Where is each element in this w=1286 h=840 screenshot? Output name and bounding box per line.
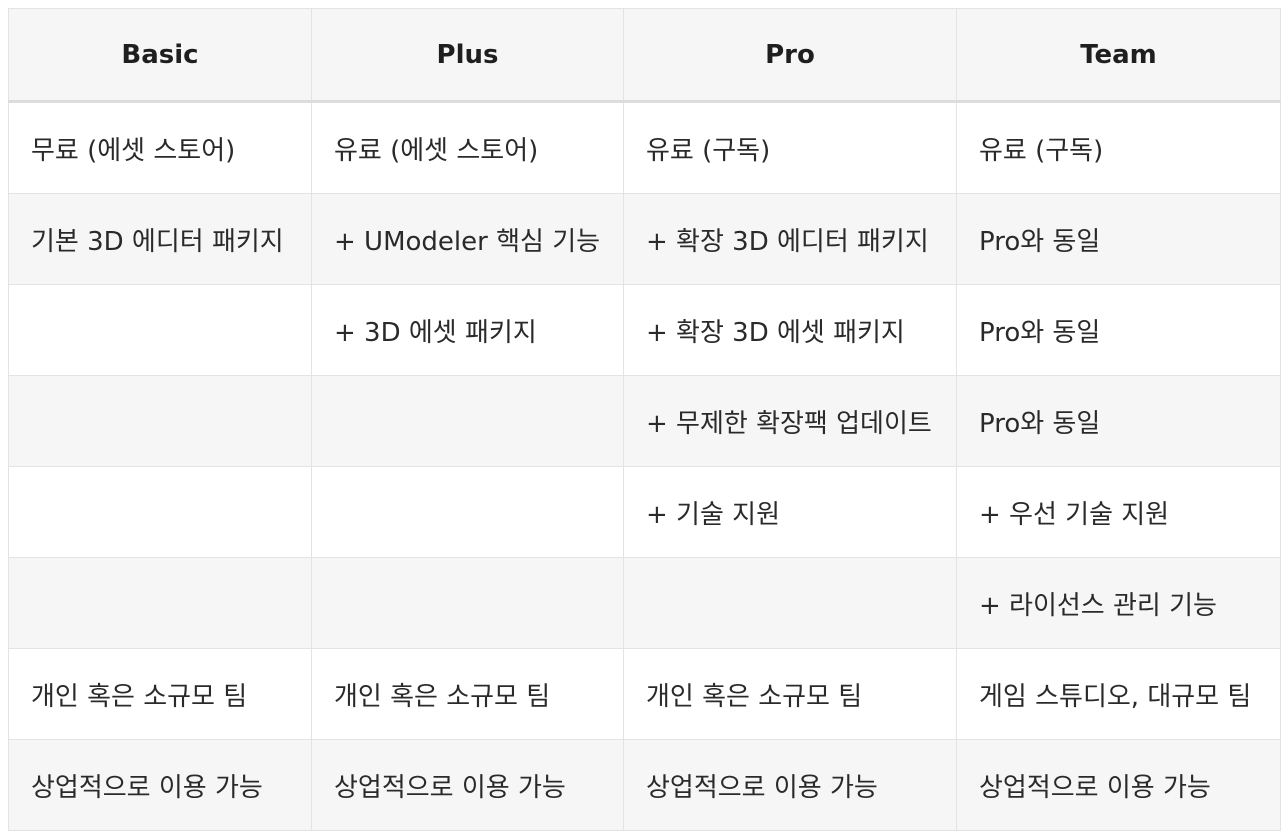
header-plus: Plus [311,8,624,103]
plan-comparison-table: Basic Plus Pro Team 무료 (에셋 스토어) 유료 (에셋 스… [8,8,1281,831]
table-cell: Pro와 동일 [956,375,1281,467]
table-cell [8,466,312,558]
table-cell [623,557,957,649]
table-cell: 상업적으로 이용 가능 [8,739,312,831]
table-cell: Pro와 동일 [956,284,1281,376]
table-header: Basic Plus Pro Team [8,8,1281,103]
header-pro: Pro [623,8,957,103]
table-cell: + 확장 3D 에셋 패키지 [623,284,957,376]
table-cell: 게임 스튜디오, 대규모 팀 [956,648,1281,740]
table-row: 상업적으로 이용 가능 상업적으로 이용 가능 상업적으로 이용 가능 상업적으… [8,739,1281,831]
table-cell [311,466,624,558]
table-cell: 상업적으로 이용 가능 [623,739,957,831]
table-cell: 기본 3D 에디터 패키지 [8,193,312,285]
table-cell [311,557,624,649]
table-cell: + 기술 지원 [623,466,957,558]
table-cell: + 우선 기술 지원 [956,466,1281,558]
table-cell [8,284,312,376]
table-cell: 유료 (에셋 스토어) [311,101,624,194]
table-cell: 상업적으로 이용 가능 [956,739,1281,831]
table-cell: 개인 혹은 소규모 팀 [623,648,957,740]
table-cell: + 확장 3D 에디터 패키지 [623,193,957,285]
table-row: + 3D 에셋 패키지 + 확장 3D 에셋 패키지 Pro와 동일 [8,284,1281,376]
table-cell: + UModeler 핵심 기능 [311,193,624,285]
table-cell [8,557,312,649]
table-cell: 유료 (구독) [623,101,957,194]
header-row: Basic Plus Pro Team [8,8,1281,103]
table-row: 기본 3D 에디터 패키지 + UModeler 핵심 기능 + 확장 3D 에… [8,193,1281,285]
table-cell: 개인 혹은 소규모 팀 [8,648,312,740]
table-row: + 기술 지원 + 우선 기술 지원 [8,466,1281,558]
header-basic: Basic [8,8,312,103]
header-team: Team [956,8,1281,103]
table-row: 개인 혹은 소규모 팀 개인 혹은 소규모 팀 개인 혹은 소규모 팀 게임 스… [8,648,1281,740]
table-cell: Pro와 동일 [956,193,1281,285]
table-cell: 개인 혹은 소규모 팀 [311,648,624,740]
table-cell: 무료 (에셋 스토어) [8,101,312,194]
table-row: + 무제한 확장팩 업데이트 Pro와 동일 [8,375,1281,467]
table-cell [311,375,624,467]
table-cell: 상업적으로 이용 가능 [311,739,624,831]
table-row: 무료 (에셋 스토어) 유료 (에셋 스토어) 유료 (구독) 유료 (구독) [8,101,1281,194]
table-cell [8,375,312,467]
table-cell: 유료 (구독) [956,101,1281,194]
table-cell: + 무제한 확장팩 업데이트 [623,375,957,467]
table-body: 무료 (에셋 스토어) 유료 (에셋 스토어) 유료 (구독) 유료 (구독) … [8,101,1281,831]
table-cell: + 라이선스 관리 기능 [956,557,1281,649]
table-row: + 라이선스 관리 기능 [8,557,1281,649]
table-cell: + 3D 에셋 패키지 [311,284,624,376]
